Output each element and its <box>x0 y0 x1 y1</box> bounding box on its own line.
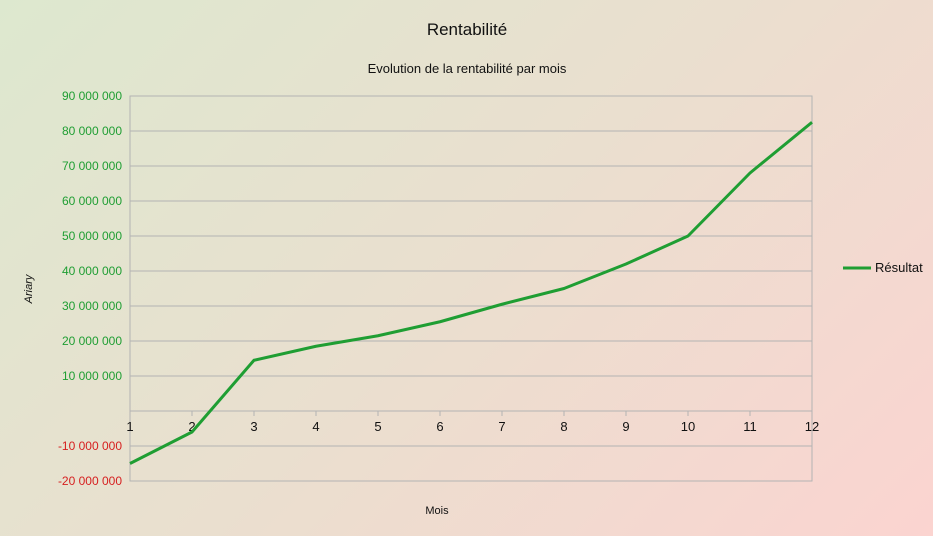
y-tick-label: 80 000 000 <box>62 124 122 138</box>
x-tick-label: 3 <box>250 419 257 434</box>
x-tick-label: 11 <box>743 419 757 434</box>
x-tick-labels: 1 2 3 4 5 6 7 8 9 10 11 12 <box>126 411 819 434</box>
y-tick-label: 40 000 000 <box>62 264 122 278</box>
x-tick-label: 1 <box>126 419 133 434</box>
x-tick-label: 2 <box>188 419 195 434</box>
x-tick-label: 9 <box>622 419 629 434</box>
y-tick-label: -20 000 000 <box>58 474 122 488</box>
legend-entry-resultat: Résultat <box>875 260 923 275</box>
x-axis-label: Mois <box>425 505 449 517</box>
y-tick-label: 20 000 000 <box>62 334 122 348</box>
plot-area: 90 000 000 80 000 000 70 000 000 60 000 000… <box>58 89 819 488</box>
y-tick-label: 60 000 000 <box>62 194 122 208</box>
x-tick-label: 4 <box>312 419 319 434</box>
x-tick-label: 8 <box>560 419 567 434</box>
x-tick-label: 10 <box>681 419 695 434</box>
y-tick-label: 50 000 000 <box>62 229 122 243</box>
y-tick-label: 10 000 000 <box>62 369 122 383</box>
plot-frame <box>129 95 813 482</box>
y-tick-label: 30 000 000 <box>62 299 122 313</box>
y-tick-label: 90 000 000 <box>62 89 122 103</box>
y-tick-label: 70 000 000 <box>62 159 122 173</box>
chart-subtitle: Evolution de la rentabilité par mois <box>368 61 567 76</box>
x-tick-label: 7 <box>498 419 505 434</box>
y-tick-labels: 90 000 000 80 000 000 70 000 000 60 000 000… <box>58 89 122 488</box>
y-axis-label: Ariary <box>23 273 35 304</box>
chart-title: Rentabilité <box>427 20 507 39</box>
x-tick-label: 5 <box>374 419 381 434</box>
grid-lines <box>130 95 812 482</box>
x-tick-label: 12 <box>805 419 819 434</box>
legend: Résultat <box>843 260 923 275</box>
x-tick-label: 6 <box>436 419 443 434</box>
series-group <box>129 121 813 465</box>
y-tick-label: -10 000 000 <box>58 439 122 453</box>
series-line-resultat <box>129 121 813 465</box>
